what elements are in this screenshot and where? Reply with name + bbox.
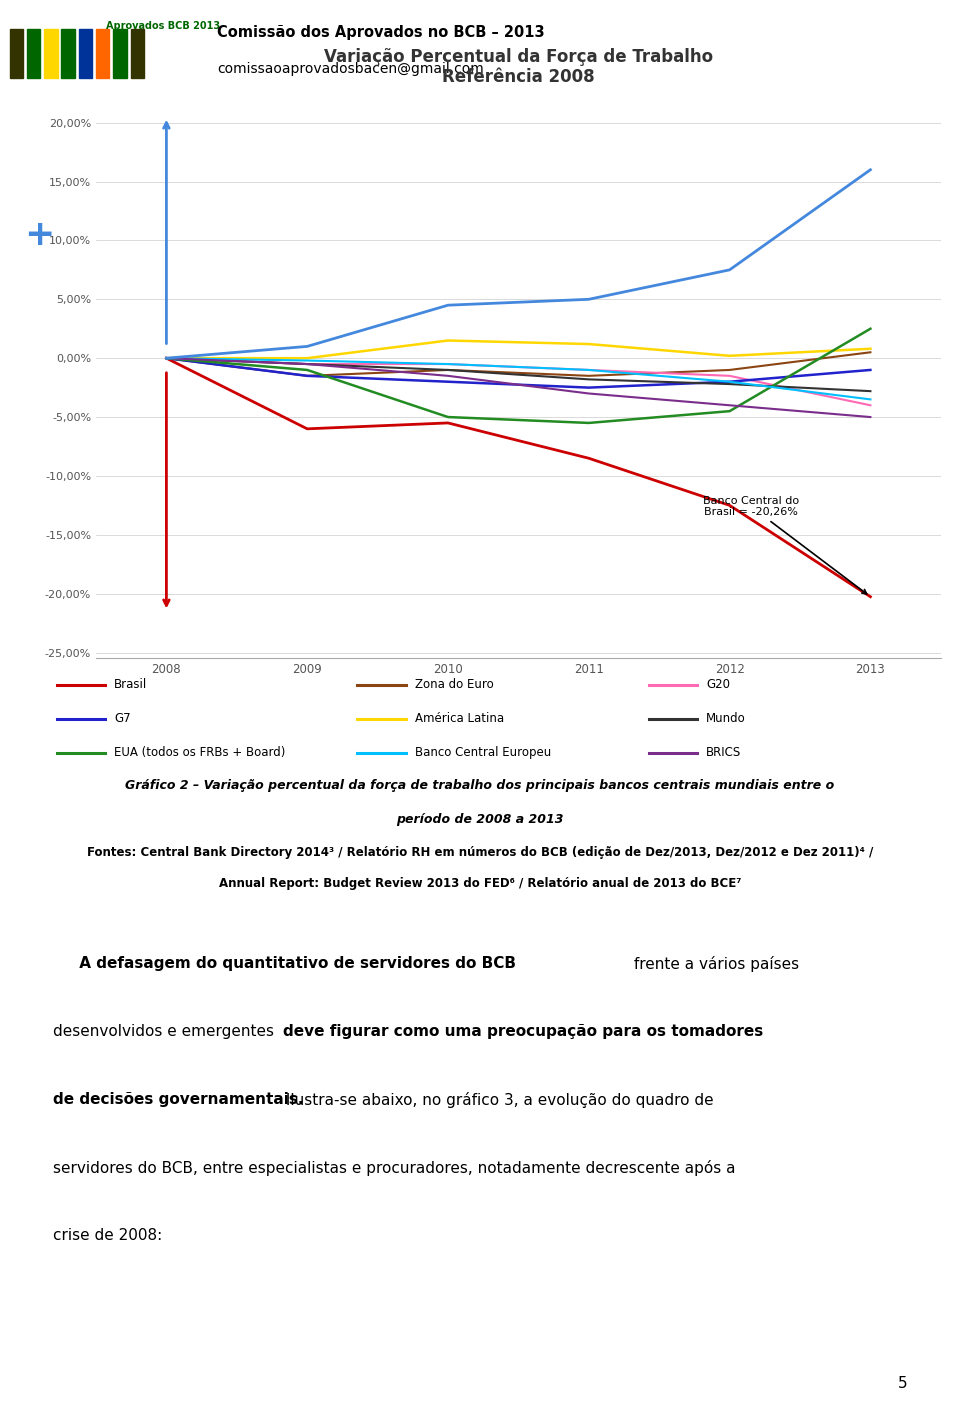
Text: EUA (todos os FRBs + Board): EUA (todos os FRBs + Board) (114, 746, 286, 759)
Text: Brasil: Brasil (114, 678, 148, 691)
Bar (27, 28, 40, 78)
Bar (10, 28, 23, 78)
Bar (96, 28, 109, 78)
Text: Zona do Euro: Zona do Euro (415, 678, 493, 691)
Text: +: + (25, 218, 55, 252)
Bar (61, 28, 75, 78)
Text: frente a vários países: frente a vários países (629, 956, 799, 971)
Text: Gráfico 2 – Variação percentual da força de trabalho dos principais bancos centr: Gráfico 2 – Variação percentual da força… (126, 779, 834, 792)
Bar (113, 28, 127, 78)
Text: deve figurar como uma preocupação para os tomadores: deve figurar como uma preocupação para o… (283, 1024, 763, 1039)
Text: BRICS: BRICS (706, 746, 741, 759)
Text: A defasagem do quantitativo de servidores do BCB: A defasagem do quantitativo de servidore… (53, 956, 516, 971)
Text: Ilustra-se abaixo, no gráfico 3, a evolução do quadro de: Ilustra-se abaixo, no gráfico 3, a evolu… (281, 1092, 714, 1107)
Text: desenvolvidos e emergentes: desenvolvidos e emergentes (53, 1024, 278, 1039)
Text: 5: 5 (898, 1375, 907, 1391)
Text: Comissão dos Aprovados no BCB – 2013: Comissão dos Aprovados no BCB – 2013 (217, 24, 544, 40)
Text: Aprovados BCB 2013: Aprovados BCB 2013 (106, 21, 220, 31)
Text: Banco Central do
Brasil = -20,26%: Banco Central do Brasil = -20,26% (703, 496, 867, 593)
Text: servidores do BCB, entre especialistas e procuradores, notadamente decrescente a: servidores do BCB, entre especialistas e… (53, 1160, 735, 1175)
Text: período de 2008 a 2013: período de 2008 a 2013 (396, 813, 564, 826)
Text: Annual Report: Budget Review 2013 do FED⁶ / Relatório anual de 2013 do BCE⁷: Annual Report: Budget Review 2013 do FED… (219, 878, 741, 891)
Text: de decisões governamentais.: de decisões governamentais. (53, 1092, 303, 1107)
Text: crise de 2008:: crise de 2008: (53, 1228, 162, 1243)
Text: Banco Central Europeu: Banco Central Europeu (415, 746, 551, 759)
Text: América Latina: América Latina (415, 712, 504, 725)
Text: G20: G20 (706, 678, 730, 691)
Bar (33, 472, 68, 486)
Bar (44, 28, 58, 78)
Bar (131, 28, 144, 78)
Text: Fontes: Central Bank Directory 2014³ / Relatório RH em números do BCB (edição de: Fontes: Central Bank Directory 2014³ / R… (86, 847, 874, 860)
Text: G7: G7 (114, 712, 131, 725)
Title: Variação Percentual da Força de Trabalho
Referência 2008: Variação Percentual da Força de Trabalho… (324, 48, 713, 86)
Bar (79, 28, 92, 78)
Text: Mundo: Mundo (706, 712, 746, 725)
Text: comissaoaprovadosbacen@gmail.com: comissaoaprovadosbacen@gmail.com (217, 61, 484, 75)
